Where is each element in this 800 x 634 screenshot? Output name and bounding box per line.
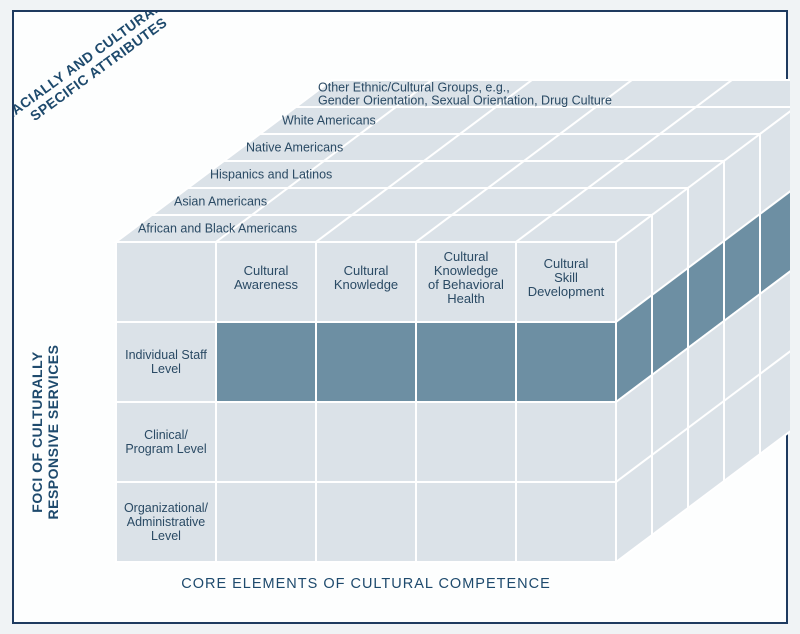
front-cell [416, 322, 516, 402]
front-cell [216, 322, 316, 402]
front-cell [516, 402, 616, 482]
front-cell [116, 242, 216, 322]
front-cell [516, 482, 616, 562]
diagram-frame: CulturalAwarenessCulturalKnowledgeCultur… [12, 10, 788, 624]
front-cell [316, 482, 416, 562]
depth-label: African and Black Americans [138, 222, 297, 236]
front-cell [216, 482, 316, 562]
depth-label: Hispanics and Latinos [210, 168, 332, 182]
depth-label: Asian Americans [174, 195, 267, 209]
front-cell [316, 322, 416, 402]
front-cell [416, 402, 516, 482]
svg-text:FOCI OF CULTURALLYRESPONSIVE S: FOCI OF CULTURALLYRESPONSIVE SERVICES [29, 345, 61, 520]
cube-diagram: CulturalAwarenessCulturalKnowledgeCultur… [14, 12, 790, 626]
rows-axis-title: FOCI OF CULTURALLYRESPONSIVE SERVICES [29, 345, 61, 520]
front-cell [416, 482, 516, 562]
front-cell [216, 402, 316, 482]
front-cell [316, 402, 416, 482]
cols-axis-title: CORE ELEMENTS OF CULTURAL COMPETENCE [181, 576, 551, 592]
svg-text:RACIALLY AND CULTURALLYSPECIFI: RACIALLY AND CULTURALLYSPECIFIC ATTRIBUT… [14, 12, 188, 137]
depth-label: White Americans [282, 114, 376, 128]
depth-axis-title: RACIALLY AND CULTURALLYSPECIFIC ATTRIBUT… [14, 12, 188, 137]
depth-label: Native Americans [246, 141, 343, 155]
front-cell [516, 322, 616, 402]
